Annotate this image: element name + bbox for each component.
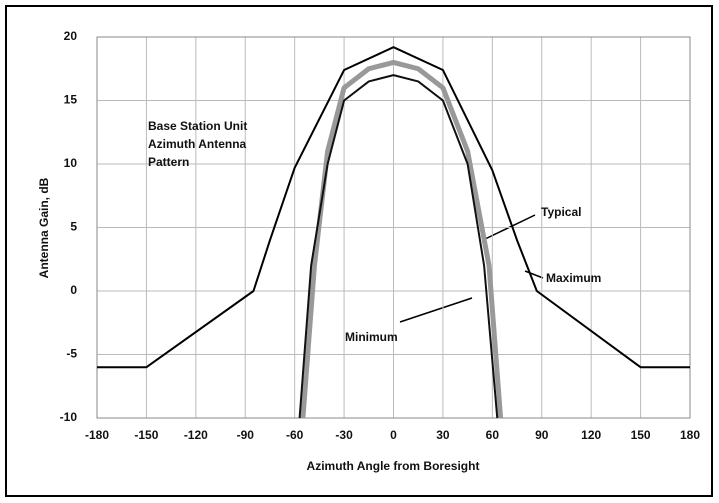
y-tick-label: 10: [64, 156, 78, 170]
arrow: [524, 270, 544, 279]
x-tick-label: 180: [680, 428, 700, 442]
y-tick-label: 15: [64, 93, 78, 107]
x-tick-label: -120: [184, 428, 208, 442]
x-tick-label: 150: [631, 428, 651, 442]
series-label: Minimum: [345, 330, 398, 344]
series-line: [97, 46, 690, 369]
y-tick-label: 0: [70, 283, 77, 297]
x-tick-label: 30: [436, 428, 450, 442]
y-tick-label: -10: [60, 410, 78, 424]
annotation: Azimuth Antenna: [148, 137, 247, 151]
frame: [5, 5, 713, 497]
plot-area: [96, 36, 691, 419]
x-axis-label: Azimuth Angle from Boresight: [307, 459, 480, 473]
arrow: [399, 297, 473, 323]
x-tick-label: 60: [486, 428, 500, 442]
x-tick-label: 120: [581, 428, 601, 442]
x-tick-label: -60: [286, 428, 304, 442]
y-tick-label: 5: [70, 220, 77, 234]
x-tick-label: -90: [237, 428, 255, 442]
series-label: Maximum: [546, 271, 601, 285]
x-tick-label: 0: [390, 428, 397, 442]
x-tick-label: 90: [535, 428, 549, 442]
y-axis-label: Antenna Gain, dB: [37, 177, 51, 278]
x-tick-label: -30: [335, 428, 353, 442]
annotation: Pattern: [148, 155, 189, 169]
y-tick-label: 20: [64, 29, 78, 43]
x-tick-label: -150: [134, 428, 158, 442]
series-line: [298, 74, 499, 419]
annotation: Base Station Unit: [148, 119, 247, 133]
series-label: Typical: [541, 205, 581, 219]
y-tick-label: -5: [66, 347, 77, 361]
x-tick-label: -180: [85, 428, 109, 442]
